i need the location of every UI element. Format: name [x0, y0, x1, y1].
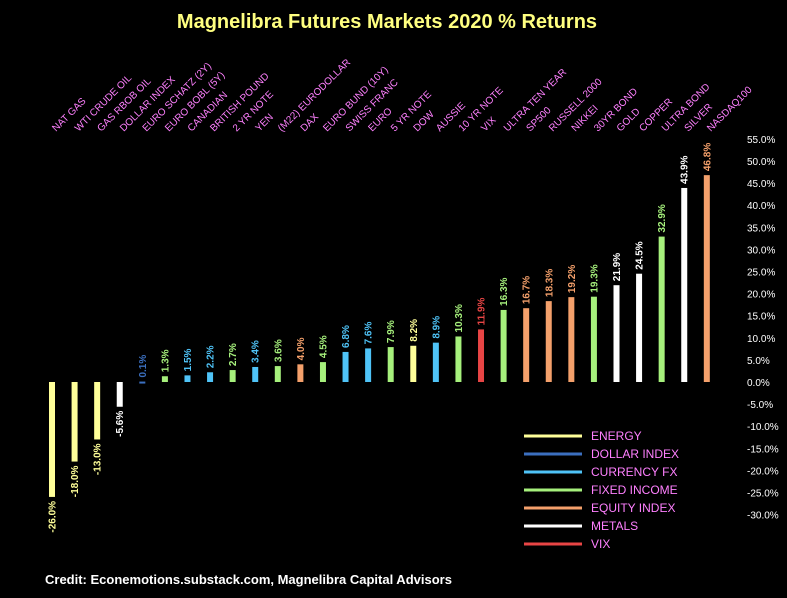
- data-label-19: 11.9%: [477, 297, 488, 325]
- data-label-0: -26.0%: [48, 501, 59, 533]
- y-tick-3: -15.0%: [747, 444, 779, 455]
- data-label-24: 19.3%: [589, 264, 600, 292]
- bars-group: -26.0% -18.0% -13.0% -5.6% 0.1% 1.3% 1.5% 2.2% 2…: [48, 143, 714, 533]
- data-label-3: -5.6%: [115, 411, 126, 437]
- y-tick-13: 35.0%: [747, 223, 775, 234]
- bar-20: [500, 309, 507, 382]
- data-label-27: 32.9%: [657, 204, 668, 232]
- bar-19: [478, 329, 485, 382]
- bar-29: [703, 175, 710, 382]
- bar-25: [613, 285, 620, 382]
- data-label-5: 1.3%: [160, 349, 171, 372]
- y-tick-9: 15.0%: [747, 312, 775, 323]
- bar-9: [252, 366, 259, 382]
- data-label-25: 21.9%: [612, 253, 623, 281]
- bar-27: [658, 236, 665, 382]
- bar-4: [139, 381, 146, 384]
- data-label-28: 43.9%: [680, 155, 691, 183]
- y-tick-12: 30.0%: [747, 245, 775, 256]
- bar-18: [455, 336, 462, 382]
- bar-10: [274, 366, 281, 382]
- y-tick-15: 45.0%: [747, 179, 775, 190]
- data-label-22: 18.3%: [544, 269, 555, 297]
- y-tick-6: 0.0%: [747, 378, 770, 389]
- legend-label-4: EQUITY INDEX: [591, 501, 675, 515]
- data-label-8: 2.7%: [228, 343, 239, 366]
- legend-label-1: DOLLAR INDEX: [591, 447, 679, 461]
- legend-label-0: ENERGY: [591, 429, 642, 443]
- bar-12: [319, 362, 326, 382]
- y-tick-7: 5.0%: [747, 356, 770, 367]
- y-tick-16: 50.0%: [747, 157, 775, 168]
- data-label-2: -13.0%: [93, 443, 104, 475]
- y-tick-11: 25.0%: [747, 268, 775, 279]
- category-label-19: VIX: [479, 115, 498, 134]
- data-label-10: 3.6%: [273, 339, 284, 362]
- data-label-13: 6.8%: [341, 325, 352, 348]
- bar-16: [410, 345, 417, 382]
- bar-3: [116, 382, 123, 407]
- y-tick-14: 40.0%: [747, 201, 775, 212]
- data-label-17: 8.9%: [431, 316, 442, 339]
- bar-15: [387, 347, 394, 382]
- y-axis: -30.0% -25.0% -20.0% -15.0% -10.0% -5.0% 0.0% 5…: [747, 135, 779, 522]
- bar-8: [229, 370, 236, 382]
- y-tick-0: -30.0%: [747, 511, 779, 522]
- data-label-4: 0.1%: [138, 355, 149, 378]
- data-label-11: 4.0%: [296, 337, 307, 360]
- bar-17: [432, 342, 439, 382]
- legend: ENERGY DOLLAR INDEX CURRENCY FX FIXED INCOM…: [524, 429, 679, 551]
- bar-24: [590, 296, 597, 382]
- bar-2: [94, 382, 101, 440]
- y-tick-1: -25.0%: [747, 489, 779, 500]
- bar-11: [297, 364, 304, 382]
- data-label-26: 24.5%: [635, 241, 646, 269]
- y-tick-10: 20.0%: [747, 290, 775, 301]
- y-tick-8: 10.0%: [747, 334, 775, 345]
- data-label-23: 19.2%: [567, 265, 578, 293]
- legend-label-2: CURRENCY FX: [591, 465, 677, 479]
- data-label-14: 7.6%: [364, 322, 375, 345]
- bar-6: [184, 375, 191, 382]
- data-label-9: 3.4%: [251, 340, 262, 363]
- data-label-21: 16.7%: [522, 276, 533, 304]
- legend-label-5: METALS: [591, 519, 638, 533]
- data-label-7: 2.2%: [206, 345, 217, 368]
- data-label-1: -18.0%: [70, 465, 81, 497]
- data-label-18: 10.3%: [454, 304, 465, 332]
- y-tick-4: -10.0%: [747, 422, 779, 433]
- data-label-16: 8.2%: [409, 319, 420, 342]
- credit-text: Credit: Econemotions.substack.com, Magne…: [45, 572, 452, 587]
- y-tick-17: 55.0%: [747, 135, 775, 146]
- bar-0: [49, 382, 55, 497]
- bar-7: [207, 372, 214, 382]
- data-label-15: 7.9%: [386, 320, 397, 343]
- data-label-6: 1.5%: [183, 348, 194, 371]
- legend-label-6: VIX: [591, 537, 610, 551]
- bar-5: [161, 376, 168, 382]
- bar-21: [523, 308, 530, 382]
- bar-22: [545, 301, 552, 382]
- y-tick-2: -20.0%: [747, 466, 779, 477]
- data-label-12: 4.5%: [318, 335, 329, 358]
- bar-23: [568, 297, 575, 382]
- bar-26: [636, 273, 643, 382]
- chart-title: Magnelibra Futures Markets 2020 % Return…: [177, 11, 597, 33]
- bar-28: [681, 187, 688, 382]
- bar-14: [365, 348, 372, 382]
- data-label-29: 46.8%: [702, 143, 713, 171]
- legend-label-3: FIXED INCOME: [591, 483, 678, 497]
- y-tick-5: -5.0%: [747, 400, 773, 411]
- data-label-20: 16.3%: [499, 277, 510, 305]
- bar-1: [71, 382, 78, 462]
- bar-13: [342, 351, 349, 382]
